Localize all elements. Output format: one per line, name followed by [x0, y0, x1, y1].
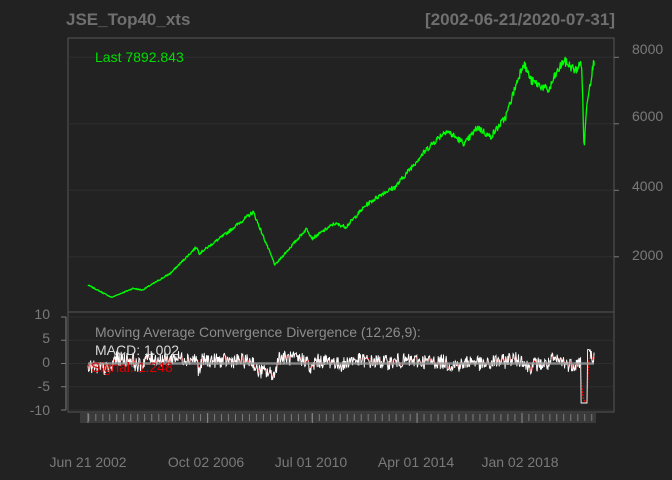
macd-value-label: MACD: 1.002 [95, 342, 180, 358]
x-axis-band [80, 413, 596, 423]
macd-ytick-label: 0 [42, 354, 50, 370]
macd-ytick-label: 5 [42, 330, 50, 346]
price-ytick-label: 8000 [632, 41, 664, 57]
x-tick-label: Oct 02 2006 [167, 454, 245, 470]
macd-ytick-label: -10 [29, 402, 50, 418]
price-ytick-label: 4000 [632, 178, 664, 194]
last-price-label: Last 7892.843 [95, 49, 184, 65]
x-tick-label: Jun 21 2002 [49, 454, 127, 470]
x-tick-label: Apr 01 2014 [377, 454, 455, 470]
macd-panel-frame [67, 311, 615, 413]
chart-title: JSE_Top40_xts [66, 10, 191, 29]
macd-title: Moving Average Convergence Divergence (1… [95, 324, 421, 340]
price-series-line [87, 56, 595, 298]
date-range: [2002-06-21/2020-07-31] [425, 10, 615, 29]
x-tick-label: Jul 01 2010 [274, 454, 348, 470]
x-tick-label: Jan 02 2018 [481, 454, 559, 470]
macd-ytick-label: -5 [37, 378, 50, 394]
price-ytick-label: 2000 [632, 247, 664, 263]
price-ytick-label: 6000 [632, 108, 664, 124]
macd-ytick-label: 10 [34, 306, 50, 322]
signal-value-label: Signal: 1.248 [91, 359, 173, 375]
